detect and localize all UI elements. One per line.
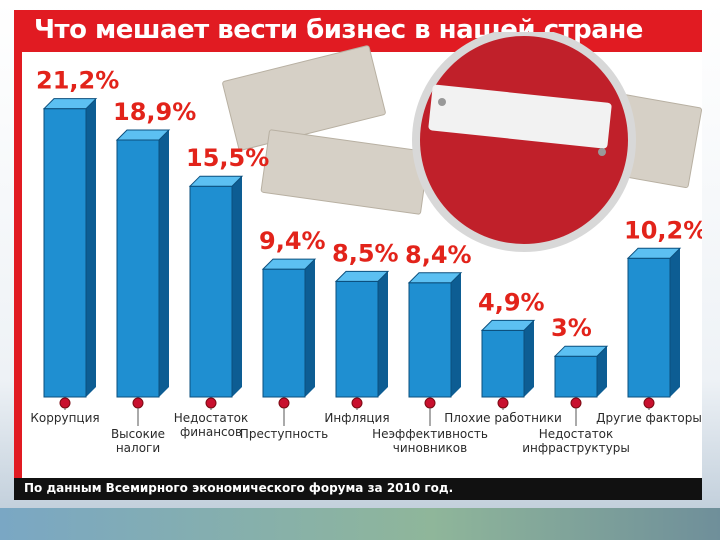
category-label: Недостаток инфраструктуры	[522, 427, 630, 455]
title-banner: Что мешает вести бизнес в нашей стране	[14, 10, 702, 52]
bar-side	[597, 346, 607, 397]
bar	[335, 280, 379, 398]
category-label: Инфляция	[324, 411, 389, 425]
category-label: Высокие налоги	[111, 427, 165, 455]
value-label: 4,9%	[478, 288, 545, 316]
bar	[43, 108, 87, 398]
value-label: 3%	[551, 314, 592, 342]
value-label: 8,4%	[405, 241, 472, 269]
bar	[481, 329, 525, 398]
category-label: Коррупция	[30, 411, 99, 425]
category-marker	[205, 397, 217, 409]
bar-top	[626, 247, 682, 259]
category-marker	[497, 397, 509, 409]
bar	[189, 185, 233, 398]
red-side-strip	[14, 52, 22, 478]
bar	[554, 355, 598, 398]
category-marker	[278, 397, 290, 409]
value-label: 15,5%	[186, 144, 269, 172]
bar-top	[480, 319, 536, 331]
value-label: 21,2%	[36, 67, 119, 95]
bar-side	[305, 259, 315, 397]
bar-side	[378, 271, 388, 397]
bar-top	[553, 345, 609, 357]
category-marker	[59, 397, 71, 409]
bar-side	[159, 129, 169, 397]
value-label: 18,9%	[113, 98, 196, 126]
bar	[408, 282, 452, 398]
bar-side	[86, 98, 96, 398]
category-marker	[570, 397, 582, 409]
bar-chart: 21,2% Коррупция 18,9% Высокие налоги 15,5% Нед…	[30, 67, 702, 455]
category-marker	[424, 397, 436, 409]
bar-side	[232, 176, 242, 397]
bar-side	[524, 320, 534, 397]
category-label: Другие факторы	[596, 411, 702, 425]
slide-bottom-band	[0, 508, 720, 540]
category-label: Неэффективность чиновников	[372, 427, 488, 455]
bar	[627, 257, 671, 398]
category-label: Плохие работники	[444, 411, 562, 425]
source-footer: По данным Всемирного экономического фору…	[14, 478, 702, 500]
value-label: 8,5%	[332, 239, 399, 267]
bar-top	[42, 98, 98, 110]
value-label: 10,2%	[624, 216, 702, 244]
bar	[116, 139, 160, 398]
bar-top	[261, 258, 317, 270]
bar-top	[334, 270, 390, 282]
category-label: Преступность	[240, 427, 328, 441]
category-marker	[351, 397, 363, 409]
bar-side	[451, 272, 461, 397]
source-note: По данным Всемирного экономического фору…	[24, 481, 454, 495]
bar-top	[115, 129, 171, 141]
category-marker	[643, 397, 655, 409]
no-entry-sign-icon	[400, 28, 648, 262]
bar-top	[407, 272, 463, 284]
bar	[262, 268, 306, 398]
infographic-card: Что мешает вести бизнес в нашей стране 2…	[14, 10, 702, 500]
value-label: 9,4%	[259, 227, 326, 255]
bar-top	[188, 175, 244, 187]
bar-side	[670, 248, 680, 397]
category-marker	[132, 397, 144, 409]
category-label: Недостаток финансов	[174, 411, 249, 439]
